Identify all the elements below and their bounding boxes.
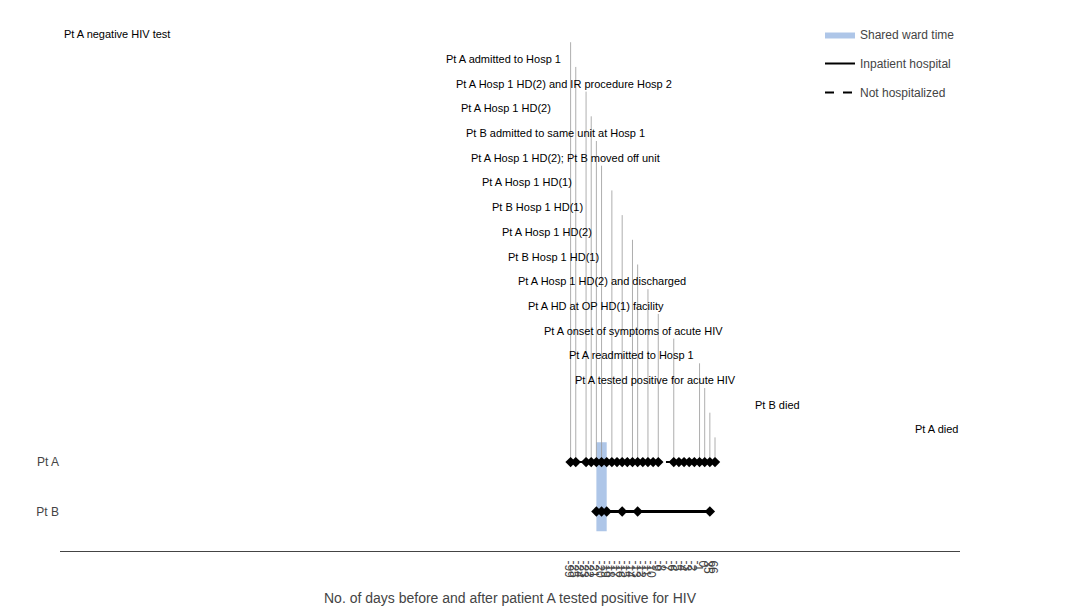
svg-text:-20: -20: [593, 560, 607, 578]
svg-text:-11: -11: [639, 560, 653, 577]
svg-text:Pt A onset of symptoms of acut: Pt A onset of symptoms of acute HIV: [544, 325, 723, 337]
svg-text:-3: -3: [680, 560, 694, 571]
svg-text:-14: -14: [623, 560, 637, 578]
svg-text:Pt A readmitted to Hosp 1: Pt A readmitted to Hosp 1: [569, 349, 694, 361]
svg-text:Pt A: Pt A: [37, 455, 59, 469]
svg-text:-25: -25: [567, 560, 581, 578]
svg-text:-16: -16: [613, 560, 627, 578]
svg-text:Pt B admitted to same unit at: Pt B admitted to same unit at Hosp 1: [466, 127, 645, 139]
svg-text:-1: -1: [691, 560, 705, 571]
svg-text:-4: -4: [675, 560, 689, 571]
svg-text:-5: -5: [670, 560, 684, 571]
svg-text:-13: -13: [629, 560, 643, 578]
svg-text:-12: -12: [634, 560, 648, 578]
svg-text:-18: -18: [603, 560, 617, 578]
svg-text:Pt B Hosp 1 HD(1): Pt B Hosp 1 HD(1): [492, 201, 583, 213]
svg-text:-6: -6: [665, 560, 679, 571]
svg-text:-15: -15: [618, 560, 632, 578]
svg-text:Pt A died: Pt A died: [915, 423, 958, 435]
svg-text:Not hospitalized: Not hospitalized: [860, 86, 945, 100]
svg-text:-22: -22: [582, 560, 596, 578]
svg-text:Pt A Hosp 1 HD(2): Pt A Hosp 1 HD(2): [502, 226, 592, 238]
svg-text:-7: -7: [660, 560, 674, 571]
svg-text:-21: -21: [587, 560, 601, 578]
svg-text:-17: -17: [608, 560, 622, 578]
svg-text:Pt A Hosp 1 HD(2): Pt A Hosp 1 HD(2): [461, 102, 551, 114]
svg-text:Pt A tested positive for acute: Pt A tested positive for acute HIV: [575, 374, 736, 386]
svg-text:-19: -19: [598, 560, 612, 578]
svg-text:0: 0: [696, 560, 710, 567]
svg-text:-2: -2: [685, 560, 699, 571]
svg-text:Pt A admitted to Hosp 1: Pt A admitted to Hosp 1: [446, 53, 561, 65]
svg-text:Pt A Hosp 1 HD(2) and IR proce: Pt A Hosp 1 HD(2) and IR procedure Hosp …: [456, 78, 672, 90]
svg-text:Pt A Hosp 1 HD(1): Pt A Hosp 1 HD(1): [482, 176, 572, 188]
svg-text:Pt A Hosp 1 HD(2); Pt B moved: Pt A Hosp 1 HD(2); Pt B moved off unit: [471, 152, 660, 164]
svg-text:66: 66: [706, 560, 720, 574]
svg-text:-99: -99: [562, 560, 576, 578]
svg-text:Pt A negative HIV test: Pt A negative HIV test: [64, 28, 170, 40]
svg-text:-8: -8: [654, 560, 668, 571]
svg-text:Pt B: Pt B: [36, 505, 59, 519]
svg-text:35: 35: [701, 560, 715, 574]
svg-text:Pt B Hosp 1 HD(1): Pt B Hosp 1 HD(1): [508, 251, 599, 263]
svg-text:-24: -24: [572, 560, 586, 578]
svg-text:-10: -10: [644, 560, 658, 578]
svg-text:Inpatient hospital: Inpatient hospital: [860, 57, 951, 71]
svg-text:Pt B died: Pt B died: [755, 399, 800, 411]
svg-text:Pt A Hosp 1 HD(2) and discharg: Pt A Hosp 1 HD(2) and discharged: [518, 275, 686, 287]
svg-text:Pt A HD at OP HD(1) facility: Pt A HD at OP HD(1) facility: [528, 300, 664, 312]
svg-text:Shared ward time: Shared ward time: [860, 28, 954, 42]
svg-text:-9: -9: [649, 560, 663, 571]
svg-text:-23: -23: [577, 560, 591, 578]
svg-text:No. of days before and after p: No. of days before and after patient A t…: [324, 590, 697, 606]
